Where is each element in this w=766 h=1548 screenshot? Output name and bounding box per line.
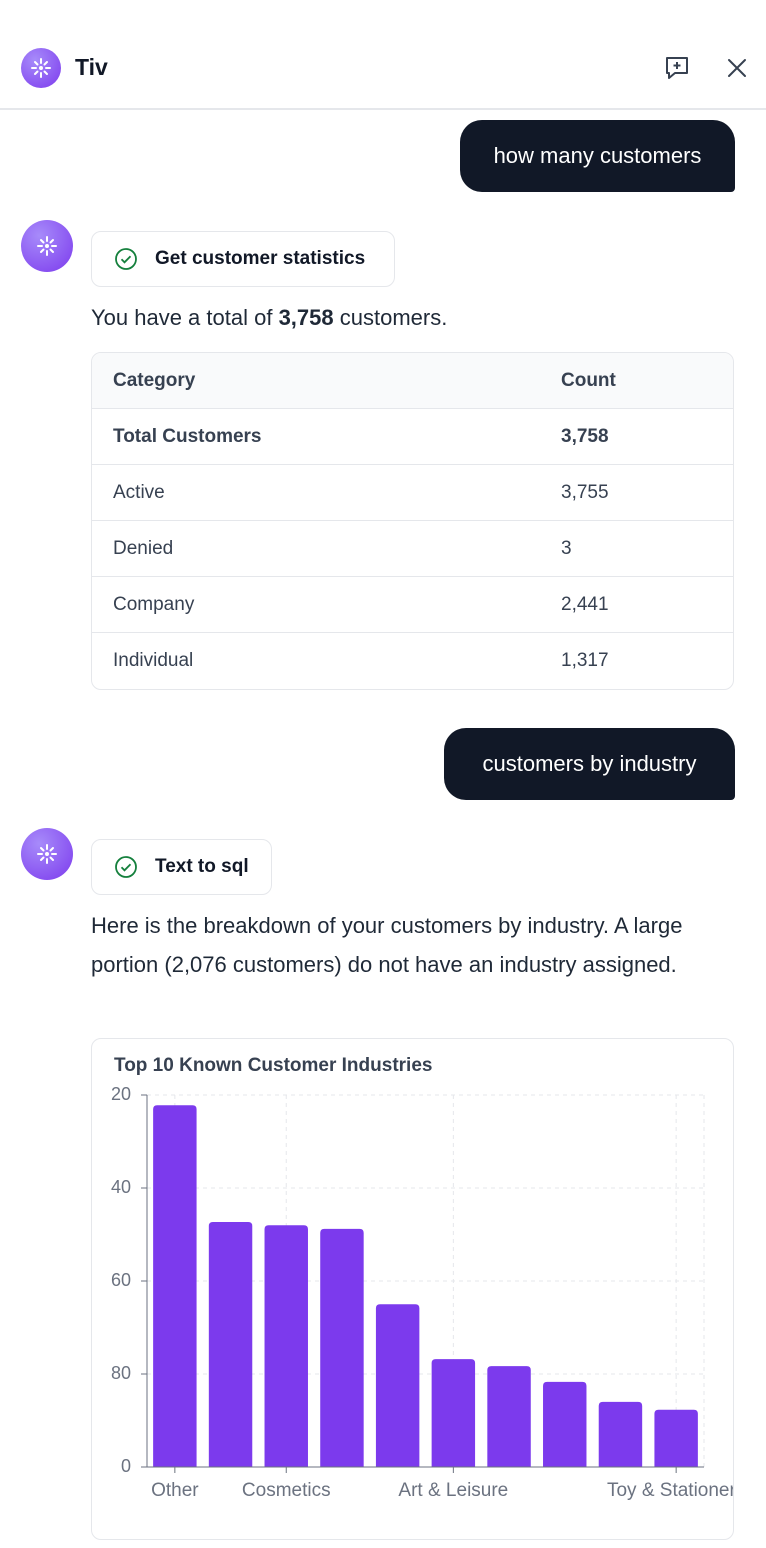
app-avatar: [21, 48, 61, 88]
bar: [153, 1105, 197, 1467]
table-cell: 2,441: [540, 577, 733, 633]
y-tick-label: 80: [111, 1363, 131, 1383]
table-row: Company 2,441: [92, 577, 733, 633]
assistant-avatar: [21, 828, 73, 880]
table-body: Total Customers 3,758 Active 3,755 Denied 3 Co…: [92, 409, 733, 689]
tool-name: Text to sql: [155, 856, 249, 877]
y-tick-label: 20: [111, 1084, 131, 1104]
bar: [487, 1366, 531, 1467]
assistant-avatar: [21, 220, 73, 272]
text: You have a total of: [91, 305, 279, 330]
avatar-icon: [37, 844, 57, 864]
table: Category Count Total Customers 3,758 Active 3…: [92, 353, 733, 689]
x-tick-label: Toy & Stationery: [607, 1480, 733, 1501]
bar: [543, 1381, 587, 1467]
table-row: Denied 3: [92, 521, 733, 577]
y-tick-label: 0: [121, 1456, 131, 1476]
bar: [598, 1401, 643, 1467]
avatar-icon: [31, 58, 51, 78]
header-row: Category Count: [92, 353, 733, 409]
table-cell: 1,317: [561, 650, 609, 671]
bar: [654, 1409, 698, 1467]
table-cell: Total Customers: [92, 409, 540, 465]
table-row: Active 3,755: [92, 465, 733, 521]
assistant-text: Here is the breakdown of your customers …: [91, 913, 683, 977]
chart-title: Top 10 Known Customer Industries: [114, 1055, 432, 1076]
chart-card: Top 10 Known Customer Industries 0 80 60 40…: [91, 1038, 734, 1540]
bar: [264, 1225, 308, 1467]
bar: [208, 1221, 253, 1467]
column-header: Category: [92, 353, 540, 409]
column-header: Count: [540, 353, 733, 409]
header-divider: [0, 108, 766, 110]
text-bold: 3,758: [278, 305, 334, 330]
new-chat-button[interactable]: [663, 54, 691, 82]
app-title: Tiv: [75, 54, 108, 80]
table-row: Individual 1,317: [92, 633, 733, 689]
x-tick-label: Other: [151, 1480, 199, 1501]
y-tick-label: 40: [111, 1177, 131, 1197]
bar: [320, 1228, 364, 1467]
tool-name: Get customer statistics: [155, 248, 366, 269]
x-tick-label: Art & Leisure: [398, 1480, 508, 1501]
table-cell: Individual: [113, 650, 194, 671]
user-message: customers by industry: [444, 728, 735, 800]
x-tick-label: Cosmetics: [242, 1480, 331, 1501]
stats-table: Category Count Total Customers 3,758 Active 3…: [91, 352, 734, 690]
table-cell: 3,758: [540, 409, 733, 465]
bar: [375, 1304, 420, 1467]
check-icon: [115, 856, 137, 878]
tool-chip[interactable]: Text to sql: [91, 839, 272, 895]
y-tick-label: 60: [111, 1270, 131, 1290]
bar: [431, 1359, 476, 1467]
text: customers.: [333, 305, 448, 330]
close-button[interactable]: [725, 56, 749, 80]
check-icon: [115, 248, 137, 270]
user-message: how many customers: [460, 120, 735, 192]
table-cell: Company: [92, 577, 540, 633]
chart: Top 10 Known Customer Industries 0 80 60 40…: [111, 1055, 733, 1501]
table-cell: Denied: [92, 521, 540, 577]
avatar-icon: [37, 236, 57, 256]
table-row: Total Customers 3,758: [92, 409, 733, 465]
assistant-text: You have a total of 3,758 customers.: [91, 298, 447, 337]
table-cell: 3,755: [540, 465, 733, 521]
table-cell: 3: [540, 521, 733, 577]
tool-chip[interactable]: Get customer statistics: [91, 231, 395, 287]
table-cell: Active: [92, 465, 540, 521]
